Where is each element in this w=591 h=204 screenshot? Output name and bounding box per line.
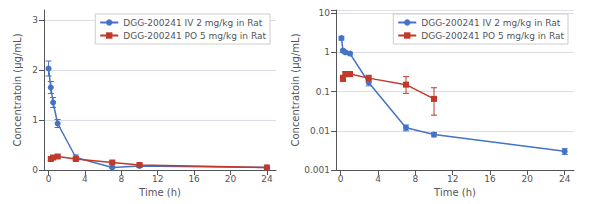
svg-text:4: 4	[82, 174, 88, 184]
svg-text:20: 20	[225, 174, 237, 184]
svg-text:16: 16	[188, 174, 200, 184]
svg-text:0: 0	[32, 165, 38, 175]
svg-text:DGG-200241 IV 2 mg/kg in Rat: DGG-200241 IV 2 mg/kg in Rat	[123, 18, 263, 28]
svg-text:DGG-200241 IV 2 mg/kg in Rat: DGG-200241 IV 2 mg/kg in Rat	[421, 18, 561, 28]
svg-text:Time (h): Time (h)	[138, 187, 181, 198]
svg-text:0.01: 0.01	[310, 126, 330, 136]
svg-text:4: 4	[375, 174, 381, 184]
svg-text:8: 8	[412, 174, 418, 184]
svg-text:8: 8	[118, 174, 124, 184]
svg-text:0: 0	[46, 174, 52, 184]
svg-text:16: 16	[484, 174, 496, 184]
svg-text:Concentratoin (μg/mL): Concentratoin (μg/mL)	[290, 33, 301, 146]
svg-text:24: 24	[559, 174, 571, 184]
svg-text:1: 1	[324, 47, 330, 57]
svg-text:1: 1	[32, 115, 38, 125]
svg-text:Concentratoin (μg/mL): Concentratoin (μg/mL)	[12, 33, 23, 146]
svg-text:2: 2	[32, 65, 38, 75]
svg-text:0.001: 0.001	[304, 165, 330, 175]
svg-text:3: 3	[32, 15, 38, 25]
svg-text:24: 24	[261, 174, 273, 184]
svg-text:DGG-200241 PO 5 mg/kg in Rat: DGG-200241 PO 5 mg/kg in Rat	[123, 31, 266, 41]
svg-text:0.1: 0.1	[316, 87, 330, 97]
svg-text:DGG-200241 PO 5 mg/kg in Rat: DGG-200241 PO 5 mg/kg in Rat	[421, 31, 564, 41]
svg-text:10: 10	[319, 8, 331, 18]
svg-text:12: 12	[447, 174, 458, 184]
svg-text:12: 12	[152, 174, 163, 184]
svg-text:20: 20	[522, 174, 534, 184]
svg-text:Time (h): Time (h)	[433, 187, 476, 198]
svg-text:0: 0	[338, 174, 344, 184]
